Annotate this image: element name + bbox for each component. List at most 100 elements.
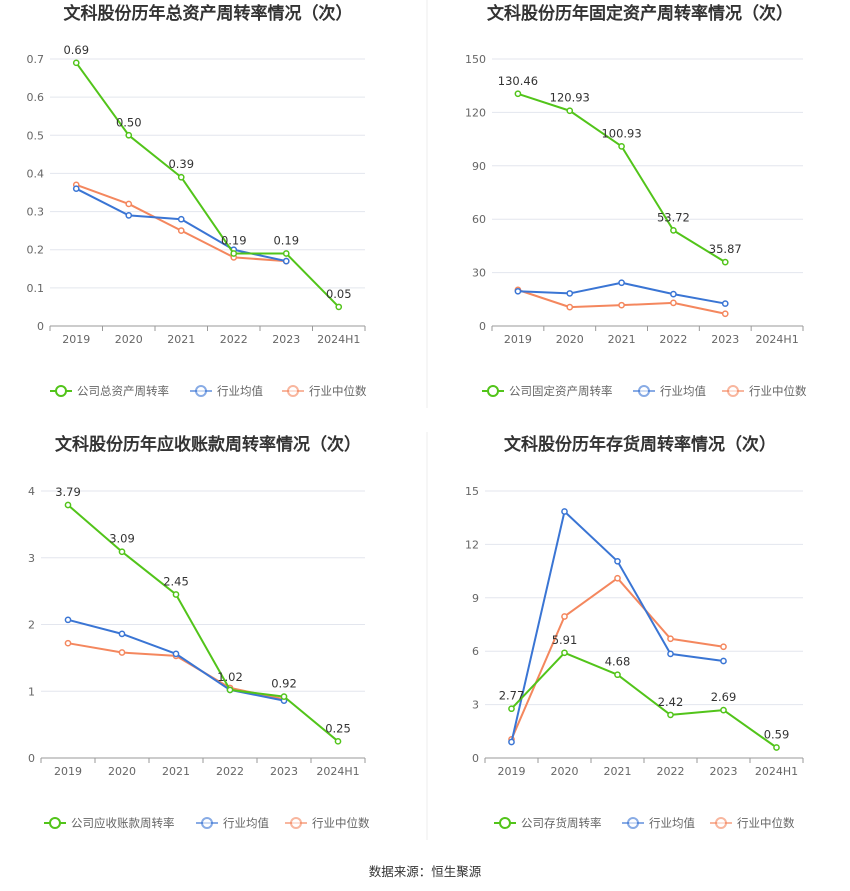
legend-marker-icon bbox=[627, 817, 639, 829]
data-label: 53.72 bbox=[657, 210, 690, 224]
legend-item-company[interactable]: 公司总资产周转率 bbox=[50, 384, 169, 398]
data-label: 3.79 bbox=[55, 485, 81, 499]
data-label: 35.87 bbox=[709, 242, 742, 256]
legend-marker-icon bbox=[49, 817, 61, 829]
data-point-median bbox=[125, 200, 133, 208]
legend-item-median[interactable]: 行业中位数 bbox=[285, 816, 370, 830]
data-label: 2.69 bbox=[711, 690, 737, 704]
y-tick-label: 0.3 bbox=[27, 206, 45, 219]
legend-marker-icon bbox=[727, 385, 739, 397]
data-label: 5.91 bbox=[552, 633, 578, 647]
y-tick-label: 0.2 bbox=[27, 244, 45, 257]
x-tick-label: 2023 bbox=[270, 765, 298, 778]
y-tick-label: 0.6 bbox=[27, 91, 45, 104]
x-tick-label: 2021 bbox=[608, 333, 636, 346]
x-tick-label: 2021 bbox=[604, 765, 632, 778]
y-tick-label: 90 bbox=[472, 160, 486, 173]
data-point-company bbox=[514, 90, 522, 98]
data-point-avg bbox=[514, 287, 522, 295]
data-label: 0.19 bbox=[273, 234, 299, 248]
legend-item-median[interactable]: 行业中位数 bbox=[722, 384, 807, 398]
y-tick-label: 6 bbox=[472, 645, 479, 658]
series-line-company bbox=[510, 651, 778, 749]
data-point-company bbox=[64, 501, 72, 509]
chart-panel-2: 文科股份历年固定资产周转率情况（次） 0 30 60 90 120 150 2019 2020 2… bbox=[465, 3, 807, 398]
data-point-avg bbox=[566, 290, 574, 297]
data-label: 130.46 bbox=[498, 74, 538, 88]
legend-item-avg[interactable]: 行业均值 bbox=[622, 816, 695, 830]
x-tick-label: 2020 bbox=[108, 765, 136, 778]
data-point-avg bbox=[508, 738, 515, 746]
legend-label: 公司总资产周转率 bbox=[77, 384, 169, 398]
data-point-median bbox=[670, 299, 677, 307]
data-point-company bbox=[334, 737, 342, 745]
legend-item-company[interactable]: 公司固定资产周转率 bbox=[482, 384, 613, 398]
legend-item-avg[interactable]: 行业均值 bbox=[196, 816, 269, 830]
series-line-company bbox=[517, 92, 726, 264]
data-point-company bbox=[177, 173, 185, 181]
x-tick-label: 2022 bbox=[657, 765, 685, 778]
legend-marker-icon bbox=[638, 385, 650, 397]
legend-item-median[interactable]: 行业中位数 bbox=[282, 384, 367, 398]
data-point-company bbox=[172, 591, 180, 598]
chart-panel-4: 文科股份历年存货周转率情况（次） 0 3 6 9 12 15 2019 2020 2021 2022… bbox=[465, 434, 804, 830]
x-tick-label: 2019 bbox=[504, 333, 532, 346]
legend-marker-icon bbox=[499, 817, 511, 829]
data-point-median bbox=[118, 649, 126, 656]
data-point-avg bbox=[618, 279, 625, 287]
data-point-company bbox=[561, 649, 568, 657]
data-point-company bbox=[508, 705, 515, 713]
legend-label: 行业中位数 bbox=[309, 384, 367, 398]
legend-item-avg[interactable]: 行业均值 bbox=[633, 384, 706, 398]
data-point-median bbox=[720, 643, 727, 651]
legend-label: 行业中位数 bbox=[737, 816, 795, 830]
data-point-company bbox=[618, 142, 625, 150]
data-point-avg bbox=[118, 630, 126, 638]
data-point-median bbox=[177, 227, 185, 234]
data-point-median bbox=[721, 310, 729, 318]
data-label: 4.68 bbox=[605, 655, 631, 669]
y-tick-label: 30 bbox=[472, 267, 486, 280]
data-point-company bbox=[280, 693, 288, 700]
chart-title: 文科股份历年存货周转率情况（次） bbox=[504, 434, 776, 455]
data-point-company bbox=[335, 303, 343, 311]
legend-item-median[interactable]: 行业中位数 bbox=[710, 816, 795, 830]
data-label: 0.50 bbox=[116, 115, 142, 129]
legend-item-company[interactable]: 公司存货周转率 bbox=[494, 816, 602, 830]
y-tick-label: 3 bbox=[472, 699, 479, 712]
y-tick-label: 3 bbox=[28, 552, 35, 565]
legend-label: 行业均值 bbox=[660, 384, 706, 398]
legend-marker-icon bbox=[287, 385, 299, 397]
legend-label: 公司应收账款周转率 bbox=[71, 816, 175, 830]
legend-marker-icon bbox=[55, 385, 67, 397]
y-tick-label: 150 bbox=[465, 53, 486, 66]
data-point-avg bbox=[670, 290, 677, 298]
legend-label: 行业中位数 bbox=[749, 384, 807, 398]
data-point-company bbox=[773, 744, 780, 751]
legend-label: 行业均值 bbox=[649, 816, 695, 830]
legend-item-company[interactable]: 公司应收账款周转率 bbox=[44, 816, 175, 830]
x-tick-label: 2022 bbox=[220, 333, 248, 346]
legend-label: 行业中位数 bbox=[312, 816, 370, 830]
data-point-company bbox=[226, 686, 234, 694]
y-tick-label: 0.7 bbox=[27, 53, 45, 66]
data-point-avg bbox=[282, 257, 290, 265]
legend-marker-icon bbox=[715, 817, 727, 829]
series-line-avg bbox=[75, 187, 287, 263]
data-point-company bbox=[566, 107, 574, 115]
y-tick-label: 1 bbox=[28, 685, 35, 698]
data-point-company bbox=[230, 250, 238, 257]
data-point-avg bbox=[667, 650, 674, 658]
chart-panel-3: 文科股份历年应收账款周转率情况（次） 0 1 2 3 4 2019 2020 2021 2022 2… bbox=[28, 434, 370, 830]
data-point-company bbox=[667, 711, 674, 719]
legend-item-avg[interactable]: 行业均值 bbox=[190, 384, 263, 398]
data-label: 0.92 bbox=[271, 677, 297, 691]
data-point-company bbox=[670, 227, 677, 234]
y-tick-label: 0 bbox=[479, 320, 486, 333]
y-tick-label: 0.1 bbox=[27, 282, 45, 295]
x-tick-label: 2024H1 bbox=[316, 765, 359, 778]
x-tick-label: 2020 bbox=[115, 333, 143, 346]
data-point-company bbox=[720, 706, 727, 714]
legend-marker-icon bbox=[487, 385, 499, 397]
legend-label: 公司存货周转率 bbox=[521, 816, 602, 830]
